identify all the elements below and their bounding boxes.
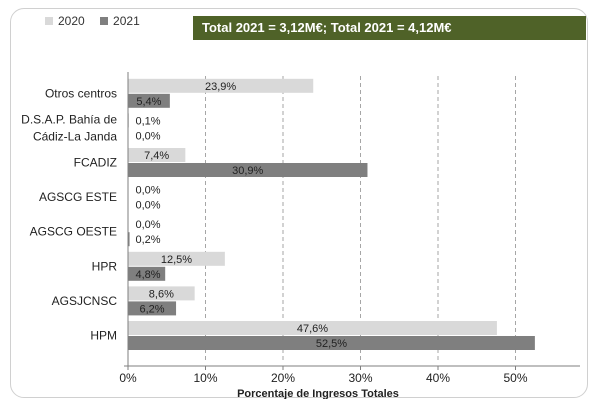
data-label: 0,0% [135,219,160,231]
data-label: 6,2% [139,303,164,315]
category-label: Otros centros [45,86,117,100]
x-axis-title: Porcentaje de Ingresos Totales [237,388,399,399]
bar-2021 [128,266,166,281]
data-label: 7,4% [144,150,169,162]
x-tick-label: 20% [271,371,295,385]
bar-2020 [128,286,195,301]
legend: 2020 2021 [45,14,152,28]
category-label: HPR [92,259,118,273]
data-label: 5,4% [136,96,161,108]
total-banner: Total 2021 = 3,12M€; Total 2021 = 4,12M€ [193,16,586,40]
category-label: Cádiz-La Janda [33,129,117,143]
x-tick-label: 50% [503,371,527,385]
x-tick-label: 0% [119,371,137,385]
data-label: 52,5% [316,338,347,350]
category-label: AGSJCNSC [52,294,118,308]
x-tick-label: 40% [426,371,450,385]
data-label: 12,5% [161,254,192,266]
data-label: 0,1% [135,115,160,127]
legend-swatch-2021 [100,17,109,25]
data-label: 4,8% [135,269,160,281]
category-label: FCADIZ [74,156,117,170]
data-label: 47,6% [297,323,328,335]
bar-2020 [128,148,186,162]
category-label: HPM [90,329,117,343]
category-label: AGSCG OESTE [30,225,117,239]
legend-label-2020: 2020 [58,14,85,28]
data-label: 0,0% [135,185,160,197]
bar-2021 [128,336,535,350]
data-label: 8,6% [149,288,174,300]
category-label: D.S.A.P. Bahía de [21,112,117,126]
x-tick-label: 30% [348,371,372,385]
data-label: 0,0% [135,130,160,142]
legend-item-2020: 2020 [45,14,85,28]
bar-2020 [128,251,225,266]
x-tick-label: 10% [193,371,217,385]
bar-2021 [128,232,130,247]
category-label: AGSCG ESTE [39,190,117,204]
legend-label-2021: 2021 [113,14,140,28]
legend-item-2021: 2021 [100,14,140,28]
bar-2021 [128,93,170,108]
legend-swatch-2020 [45,17,53,25]
bar-2020 [128,78,314,93]
data-label: 23,9% [205,81,236,93]
bar-2021 [128,301,177,316]
data-label: 30,9% [232,165,263,177]
data-label: 0,2% [135,234,160,246]
data-label: 0,0% [135,200,160,212]
bar-2021 [128,163,368,177]
bar-2020 [128,321,497,335]
